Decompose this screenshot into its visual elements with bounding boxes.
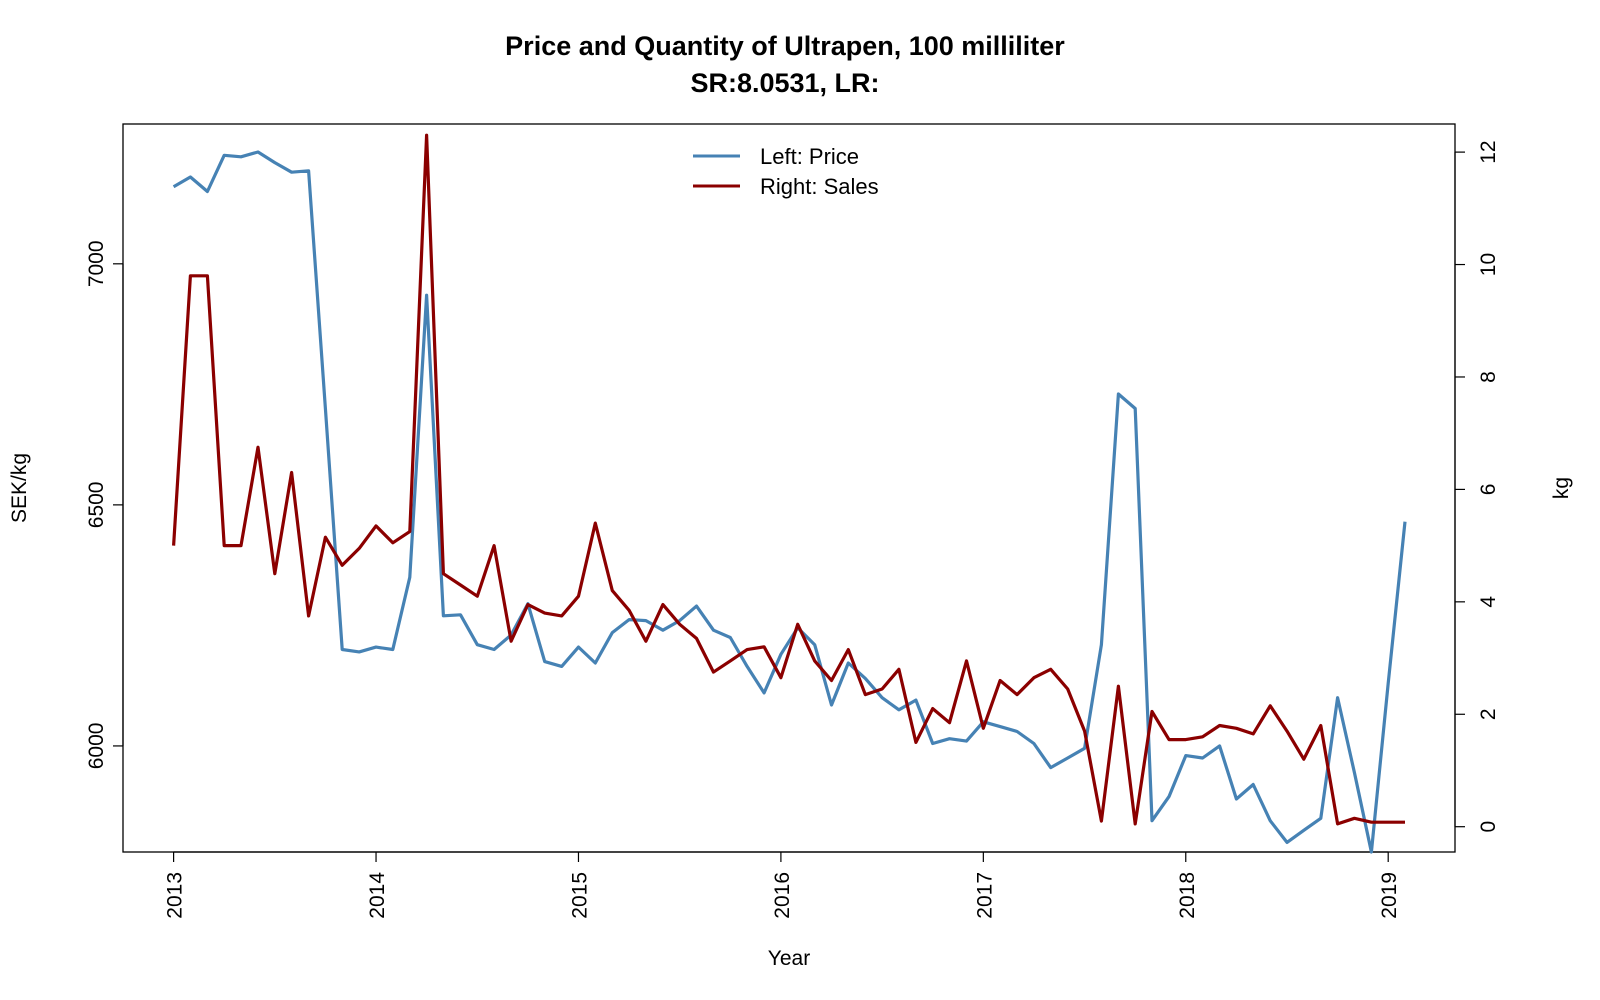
y-left-axis-title: SEK/kg xyxy=(8,453,31,523)
chart-subtitle: SR:8.0531, LR: xyxy=(690,68,879,98)
legend: Left: Price Right: Sales xyxy=(693,144,879,199)
y-right-tick-label: 4 xyxy=(1477,596,1500,608)
plot-frame xyxy=(122,123,1456,853)
y-right-tick-label: 2 xyxy=(1477,708,1500,720)
x-tick-label: 2017 xyxy=(973,872,996,919)
x-tick-label: 2013 xyxy=(164,872,187,919)
x-axis: 2013 2014 2015 2016 2017 2018 2019 xyxy=(164,851,1401,919)
x-tick-label: 2018 xyxy=(1176,872,1199,919)
legend-label-sales: Right: Sales xyxy=(760,174,879,199)
y-left-tick-label: 6000 xyxy=(85,723,108,770)
x-axis-title: Year xyxy=(768,947,810,970)
y-right-tick-label: 8 xyxy=(1477,371,1500,383)
x-tick-label: 2016 xyxy=(771,872,794,919)
y-right-axis-title: kg xyxy=(1550,477,1573,499)
x-tick-label: 2014 xyxy=(366,872,389,919)
y-right-axis: 0 2 4 6 8 10 12 xyxy=(1454,140,1500,833)
y-right-tick-label: 0 xyxy=(1477,821,1500,833)
legend-label-price: Left: Price xyxy=(760,144,859,169)
y-right-tick-label: 6 xyxy=(1477,484,1500,496)
x-tick-label: 2019 xyxy=(1378,872,1401,919)
y-left-tick-label: 7000 xyxy=(85,240,108,287)
y-right-tick-label: 12 xyxy=(1477,140,1500,163)
y-right-tick-label: 10 xyxy=(1477,253,1500,276)
y-left-axis: 6000 6500 7000 xyxy=(85,240,124,770)
series-line-price xyxy=(172,150,1407,854)
chart-title: Price and Quantity of Ultrapen, 100 mill… xyxy=(505,31,1065,61)
series-line-sales xyxy=(172,133,1405,826)
y-left-tick-label: 6500 xyxy=(85,482,108,529)
series-layer xyxy=(172,133,1407,854)
x-tick-label: 2015 xyxy=(568,872,591,919)
